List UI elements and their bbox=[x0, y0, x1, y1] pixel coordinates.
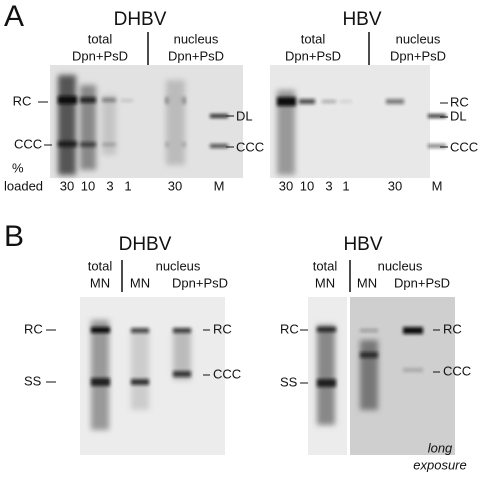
blot-title: HBV bbox=[342, 9, 381, 30]
blot-title: DHBV bbox=[119, 234, 172, 255]
blot bbox=[50, 65, 243, 178]
lane-label: M bbox=[214, 178, 225, 193]
lanes-caption: % bbox=[12, 160, 24, 175]
panel-label: A bbox=[4, 0, 24, 33]
group-label: Dpn+PsD bbox=[72, 48, 128, 63]
marker-label: CCC bbox=[450, 139, 478, 154]
lane-label: 10 bbox=[300, 178, 314, 193]
lane-label: 30 bbox=[388, 178, 402, 193]
group-label: total bbox=[313, 258, 338, 273]
lane-label: 3 bbox=[106, 178, 113, 193]
lane-label: 30 bbox=[168, 178, 182, 193]
panel-label: B bbox=[4, 220, 24, 253]
marker-label: RC bbox=[280, 321, 299, 336]
group-label: total bbox=[88, 31, 113, 46]
group-label: nucleus bbox=[174, 31, 219, 46]
lane-label: MN bbox=[130, 275, 150, 290]
marker-label: CCC bbox=[236, 139, 264, 154]
note: exposure bbox=[413, 457, 466, 472]
marker-label: SS bbox=[24, 373, 42, 388]
marker-label: CCC bbox=[14, 136, 42, 151]
marker-label: CCC bbox=[213, 366, 241, 381]
group-label: MN bbox=[315, 275, 335, 290]
group-label: Dpn+PsD bbox=[168, 48, 224, 63]
group-label: Dpn+PsD bbox=[285, 48, 341, 63]
lane-label: 1 bbox=[124, 178, 131, 193]
blot bbox=[80, 297, 225, 455]
group-label: nucleus bbox=[378, 258, 423, 273]
group-label: total bbox=[301, 31, 326, 46]
lane-label: 10 bbox=[81, 178, 95, 193]
note: long bbox=[428, 440, 453, 455]
marker-label: RC bbox=[450, 94, 469, 109]
marker-label: DL bbox=[450, 108, 467, 123]
marker-label: RC bbox=[213, 321, 232, 336]
lane-label: 30 bbox=[279, 178, 293, 193]
lane-label: 30 bbox=[60, 178, 74, 193]
blot-title: HBV bbox=[343, 234, 382, 255]
marker-label: CCC bbox=[443, 363, 471, 378]
marker-label: SS bbox=[280, 374, 298, 389]
marker-label: RC bbox=[24, 321, 43, 336]
lane-label: MN bbox=[357, 275, 377, 290]
group-label: total bbox=[88, 258, 113, 273]
group-label: MN bbox=[90, 275, 110, 290]
lane-label: 3 bbox=[325, 178, 332, 193]
marker-label: RC bbox=[13, 93, 32, 108]
blot-title: DHBV bbox=[114, 9, 167, 30]
marker-label: DL bbox=[236, 108, 253, 123]
lane-label: M bbox=[432, 178, 443, 193]
lanes-caption: loaded bbox=[4, 178, 43, 193]
blot bbox=[308, 297, 455, 455]
marker-label: RC bbox=[443, 321, 462, 336]
group-label: nucleus bbox=[396, 31, 441, 46]
group-label: Dpn+PsD bbox=[390, 48, 446, 63]
group-label: nucleus bbox=[156, 258, 201, 273]
blot bbox=[270, 65, 446, 178]
lane-label: Dpn+PsD bbox=[172, 275, 228, 290]
lane-label: 1 bbox=[342, 178, 349, 193]
lane-label: Dpn+PsD bbox=[394, 275, 450, 290]
